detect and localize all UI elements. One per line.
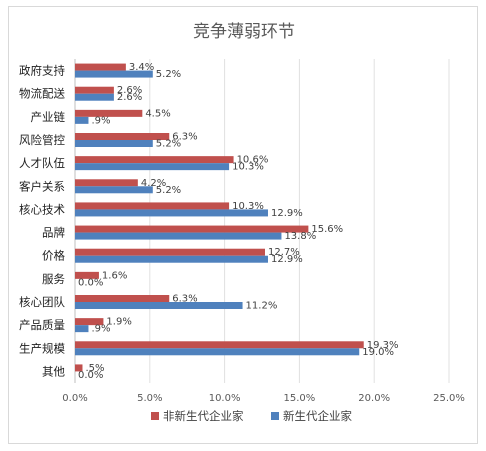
bar-non-new-gen — [75, 156, 234, 164]
x-tick-label: 0.0% — [62, 393, 87, 404]
bar-non-new-gen — [75, 86, 114, 94]
data-label: 0.0% — [78, 370, 103, 381]
grid-lines — [74, 59, 450, 383]
data-label: .9% — [91, 324, 110, 335]
bar-new-gen — [75, 325, 89, 333]
category-label: 客户关系 — [19, 179, 65, 193]
category-labels-group: 政府支持物流配送产业链风险管控人才队伍客户关系核心技术品牌价格服务核心团队产品质… — [19, 64, 65, 379]
chart-svg: 竞争薄弱环节 3.4%5.2%2.6%2.6%4.5%.9%6.3%5.2%10… — [19, 22, 465, 423]
category-label: 品牌 — [42, 226, 65, 240]
data-label: 2.6% — [117, 92, 142, 103]
data-label: 5.2% — [156, 69, 181, 80]
data-label: 1.9% — [106, 317, 131, 328]
data-label: 4.5% — [145, 108, 170, 119]
bar-non-new-gen — [75, 318, 104, 326]
bar-non-new-gen — [75, 202, 230, 210]
bar-non-new-gen — [75, 63, 126, 71]
data-label: 13.8% — [284, 231, 316, 242]
bar-non-new-gen — [75, 364, 83, 372]
category-label: 产品质量 — [19, 318, 65, 332]
category-label: 价格 — [42, 249, 65, 263]
bar-non-new-gen — [75, 271, 99, 279]
legend-swatch — [271, 412, 279, 420]
category-label: 人才队伍 — [19, 156, 65, 170]
category-label: 服务 — [42, 272, 65, 286]
bar-new-gen — [75, 93, 114, 101]
category-label: 风险管控 — [19, 133, 65, 147]
bar-non-new-gen — [75, 295, 170, 302]
bar-new-gen — [75, 348, 360, 356]
bars-group — [75, 63, 364, 372]
data-label: 11.2% — [246, 301, 278, 312]
bar-non-new-gen — [75, 109, 143, 117]
data-label: 0.0% — [78, 277, 103, 288]
chart-title: 竞争薄弱环节 — [193, 22, 295, 42]
data-label: .9% — [91, 115, 110, 126]
data-label: 6.3% — [172, 132, 197, 143]
data-label: 12.7% — [268, 247, 300, 258]
data-labels-group: 3.4%5.2%2.6%2.6%4.5%.9%6.3%5.2%10.6%10.3… — [78, 62, 399, 381]
legend: 非新生代企业家 新生代企业家 — [151, 409, 352, 423]
bar-new-gen — [75, 209, 268, 217]
bar-non-new-gen — [75, 341, 364, 349]
bar-non-new-gen — [75, 179, 138, 187]
category-label: 核心技术 — [19, 202, 65, 216]
x-tick-label: 5.0% — [137, 393, 162, 404]
legend-label: 新生代企业家 — [283, 409, 352, 423]
category-label: 核心团队 — [19, 295, 65, 309]
category-label: 其他 — [42, 364, 65, 378]
legend-swatch — [151, 412, 159, 420]
bar-new-gen — [75, 186, 153, 194]
bar-new-gen — [75, 232, 282, 240]
bar-new-gen — [75, 116, 89, 124]
legend-label: 非新生代企业家 — [163, 409, 244, 423]
data-label: 10.3% — [232, 201, 264, 212]
category-label: 政府支持 — [19, 64, 65, 78]
data-label: 5.2% — [156, 139, 181, 150]
data-label: 5.2% — [156, 185, 181, 196]
x-tick-label: 10.0% — [209, 393, 241, 404]
data-label: 10.3% — [232, 162, 264, 173]
data-label: 15.6% — [311, 224, 343, 235]
category-label: 生产规模 — [19, 341, 65, 355]
chart-frame: 竞争薄弱环节 3.4% 5.2% 2.6% 2.6% 4.5% .9% 6.3% 5.2% 10… — [8, 6, 478, 444]
data-label: 4.2% — [141, 178, 166, 189]
data-label: .5% — [85, 363, 104, 374]
bar-non-new-gen — [75, 248, 265, 256]
x-tick-labels-group: 0.0% 5.0% 10.0% 15.0% 20.0% 25.0% — [62, 393, 465, 404]
data-label: 19.3% — [367, 340, 399, 351]
data-label: 19.0% — [362, 347, 394, 358]
data-label: 12.9% — [271, 254, 303, 265]
x-tick-label: 20.0% — [358, 393, 390, 404]
bar-new-gen — [75, 163, 230, 171]
data-label: 12.9% — [271, 208, 303, 219]
bar-non-new-gen — [75, 225, 309, 233]
data-label: 6.3% — [172, 294, 197, 305]
category-label: 产业链 — [31, 110, 66, 124]
data-label: 10.6% — [237, 155, 269, 166]
x-tick-label: 15.0% — [284, 393, 316, 404]
data-label: 3.4% — [129, 62, 154, 73]
category-label: 物流配送 — [19, 87, 65, 101]
x-tick-label: 25.0% — [433, 393, 465, 404]
bar-new-gen — [75, 302, 243, 309]
data-label: 1.6% — [102, 270, 127, 281]
bar-new-gen — [75, 255, 268, 263]
bar-new-gen — [75, 140, 153, 147]
data-label: 2.6% — [117, 85, 142, 96]
bar-new-gen — [75, 70, 153, 78]
bar-non-new-gen — [75, 133, 170, 140]
